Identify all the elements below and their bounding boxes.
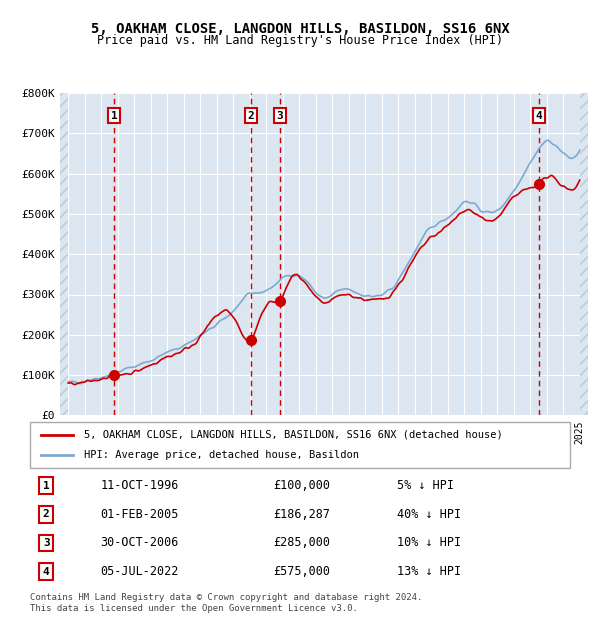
Text: 3: 3 [43, 538, 50, 548]
Text: 1: 1 [43, 480, 50, 490]
Text: 1: 1 [111, 110, 118, 120]
Text: £186,287: £186,287 [273, 508, 330, 521]
Text: 5% ↓ HPI: 5% ↓ HPI [397, 479, 454, 492]
Bar [580, 93, 588, 415]
Text: 11-OCT-1996: 11-OCT-1996 [100, 479, 179, 492]
Text: 4: 4 [43, 567, 50, 577]
Text: 30-OCT-2006: 30-OCT-2006 [100, 536, 179, 549]
Text: 05-JUL-2022: 05-JUL-2022 [100, 565, 179, 578]
Text: 01-FEB-2005: 01-FEB-2005 [100, 508, 179, 521]
Text: 2: 2 [248, 110, 254, 120]
Text: 5, OAKHAM CLOSE, LANGDON HILLS, BASILDON, SS16 6NX (detached house): 5, OAKHAM CLOSE, LANGDON HILLS, BASILDON… [84, 430, 503, 440]
Text: 13% ↓ HPI: 13% ↓ HPI [397, 565, 461, 578]
FancyBboxPatch shape [30, 422, 570, 468]
Text: 3: 3 [277, 110, 283, 120]
Text: 10% ↓ HPI: 10% ↓ HPI [397, 536, 461, 549]
Text: £575,000: £575,000 [273, 565, 330, 578]
Text: Contains HM Land Registry data © Crown copyright and database right 2024.
This d: Contains HM Land Registry data © Crown c… [30, 593, 422, 613]
Text: £100,000: £100,000 [273, 479, 330, 492]
Text: 40% ↓ HPI: 40% ↓ HPI [397, 508, 461, 521]
Text: HPI: Average price, detached house, Basildon: HPI: Average price, detached house, Basi… [84, 450, 359, 460]
Text: 4: 4 [535, 110, 542, 120]
Text: 2: 2 [43, 509, 50, 519]
Text: Price paid vs. HM Land Registry's House Price Index (HPI): Price paid vs. HM Land Registry's House … [97, 34, 503, 47]
Text: £285,000: £285,000 [273, 536, 330, 549]
Text: 5, OAKHAM CLOSE, LANGDON HILLS, BASILDON, SS16 6NX: 5, OAKHAM CLOSE, LANGDON HILLS, BASILDON… [91, 22, 509, 36]
Bar [60, 93, 68, 415]
